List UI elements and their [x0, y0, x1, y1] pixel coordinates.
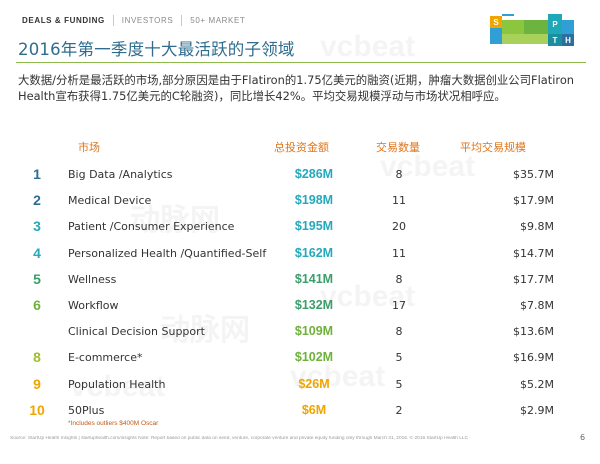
rank-number: 9 [33, 375, 41, 392]
logo-block-t: T [548, 34, 562, 46]
nav-item-investors[interactable]: INVESTORS [114, 14, 183, 26]
logo-block [502, 20, 524, 34]
average-deal-size: $17.7M [513, 272, 554, 286]
market-name: E-commerce* [68, 351, 143, 365]
total-investment: $286M [294, 167, 334, 181]
rank-number: 3 [33, 218, 41, 235]
average-deal-size: $16.9M [513, 351, 554, 365]
deal-count: 20 [392, 220, 406, 234]
total-investment: $162M [294, 245, 334, 260]
deal-count: 5 [395, 351, 403, 365]
average-deal-size: $7.8M [520, 299, 554, 312]
footnote: *Includes outliers $400M Oscar [68, 420, 159, 427]
total-investment: $132M [294, 298, 334, 312]
table-row: 8 E-commerce* $102M 5 $16.9M [0, 347, 600, 369]
table-row: 1 Big Data /Analytics $286M 8 $35.7M [0, 164, 600, 186]
average-deal-size: $17.9M [513, 194, 554, 208]
table-row: 10 50Plus $6M 2 $2.9M [0, 400, 600, 422]
top-nav: DEALS & FUNDING INVESTORS 50+ MARKET [22, 14, 253, 26]
startup-health-logo: S P T H [490, 14, 590, 46]
summary-paragraph: 大数据/分析是最活跃的市场,部分原因是由于Flatiron的1.75亿美元的融资… [18, 73, 575, 103]
market-name: Clinical Decision Support [68, 325, 205, 339]
market-name: Wellness [68, 272, 117, 286]
rank-number: 6 [33, 297, 41, 313]
rank-number: 10 [29, 401, 45, 418]
market-name: 50Plus [68, 403, 105, 417]
table-row: 4 Personalized Health /Quantified-Self $16… [0, 243, 600, 265]
logo-block [502, 34, 548, 44]
header-average-deal-size: 平均交易规模 [460, 141, 526, 154]
page-number: 6 [580, 433, 586, 442]
total-investment: $198M [294, 193, 334, 208]
market-name: Big Data /Analytics [68, 168, 173, 181]
average-deal-size: $2.9M [520, 403, 554, 417]
nav-item-deals-funding[interactable]: DEALS & FUNDING [22, 14, 114, 26]
average-deal-size: $5.2M [520, 377, 554, 391]
title-rule [16, 62, 586, 63]
total-investment: $141M [294, 271, 334, 286]
total-investment: $102M [294, 350, 334, 365]
total-investment: $109M [294, 324, 334, 339]
logo-block [502, 14, 514, 16]
total-investment: $26M [298, 376, 330, 391]
watermark: vcbeat [320, 30, 416, 63]
market-name: Population Health [68, 377, 166, 391]
rank-number: 1 [33, 166, 41, 182]
market-name: Workflow [68, 299, 119, 312]
rank-number: 2 [33, 192, 41, 209]
page-title: 2016年第一季度十大最活跃的子领域 [18, 40, 295, 59]
deal-count: 5 [395, 377, 403, 391]
source-note: Source: StartUp Health Insights | startu… [10, 436, 469, 441]
logo-block-p: P [548, 14, 562, 34]
deal-count: 11 [392, 246, 406, 260]
deal-count: 8 [395, 272, 403, 286]
total-investment: $6M [301, 402, 327, 417]
deal-count: 8 [395, 168, 403, 181]
rank-number: 5 [33, 270, 41, 287]
market-name: Personalized Health /Quantified-Self [68, 246, 267, 260]
rank-number: 8 [33, 349, 41, 366]
logo-block [562, 20, 574, 34]
header-total-investment: 总投资金额 [274, 141, 329, 154]
logo-block [524, 20, 548, 34]
deal-count: 8 [395, 325, 403, 339]
average-deal-size: $35.7M [513, 168, 554, 181]
average-deal-size: $9.8M [520, 220, 554, 234]
rank-number: 4 [33, 244, 41, 261]
average-deal-size: $13.6M [513, 325, 554, 339]
deal-count: 17 [392, 299, 406, 312]
market-name: Medical Device [68, 194, 152, 208]
table-row: 9 Population Health $26M 5 $5.2M [0, 374, 600, 396]
logo-block-h: H [562, 34, 574, 46]
table-row: 2 Medical Device $198M 11 $17.9M [0, 190, 600, 212]
table-row: Clinical Decision Support $109M 8 $13.6M [0, 321, 600, 343]
total-investment: $195M [294, 219, 334, 234]
logo-block [490, 28, 502, 44]
header-deal-count: 交易数量 [376, 141, 420, 154]
deal-count: 2 [395, 403, 403, 417]
deal-count: 11 [392, 194, 406, 208]
table-row: 6 Workflow $132M 17 $7.8M [0, 295, 600, 317]
nav-item-50plus-market[interactable]: 50+ MARKET [190, 15, 246, 25]
average-deal-size: $14.7M [513, 246, 554, 260]
table-row: 5 Wellness $141M 8 $17.7M [0, 269, 600, 291]
header-market: 市场 [78, 141, 100, 154]
market-name: Patient /Consumer Experience [68, 220, 235, 234]
table-row: 3 Patient /Consumer Experience $195M 20 $9.8… [0, 216, 600, 238]
logo-block-s: S [490, 16, 502, 28]
